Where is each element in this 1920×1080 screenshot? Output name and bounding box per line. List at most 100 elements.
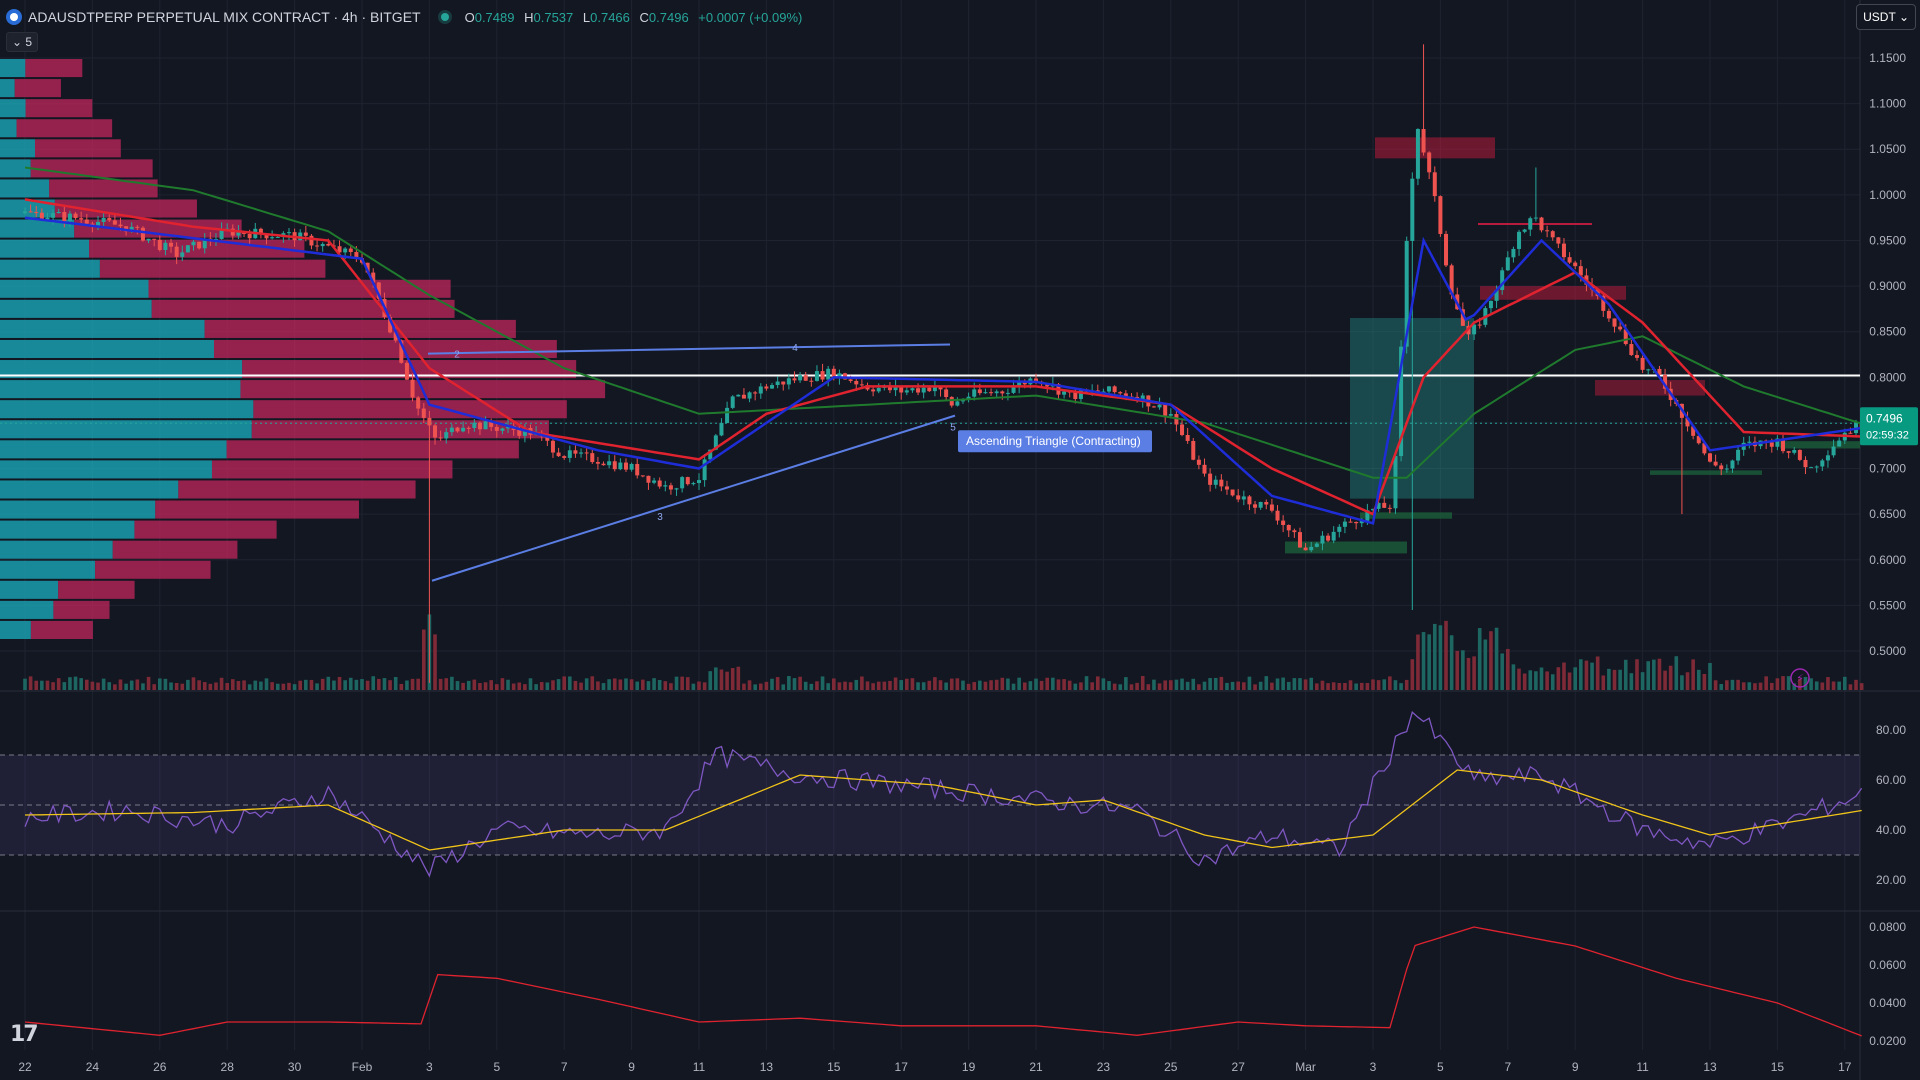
volume-profile-down-bar: [34, 139, 121, 158]
candle-body: [140, 227, 145, 241]
volume-bar: [337, 676, 342, 690]
volume-profile-up-bar: [0, 99, 26, 118]
volume-bar: [174, 682, 179, 690]
volume-bar: [1073, 683, 1078, 690]
volume-bar: [1556, 667, 1561, 690]
candle-body: [1101, 391, 1106, 393]
volume-bar: [1388, 676, 1392, 690]
volume-bar: [1034, 678, 1038, 690]
volume-profile-down-bar: [95, 560, 211, 579]
candle-body: [753, 392, 758, 394]
time-tick-label: 27: [1232, 1060, 1246, 1074]
price-tick-label: 1.0500: [1869, 142, 1906, 156]
volume-profile-up-bar: [0, 380, 241, 399]
volume-bar: [1848, 684, 1853, 690]
candle-body: [1342, 521, 1347, 527]
candle-body: [1269, 504, 1274, 511]
candle-body: [1140, 395, 1145, 401]
candle-body: [1337, 526, 1342, 532]
currency-select[interactable]: USDT ⌄: [1856, 4, 1916, 30]
candle-body: [1410, 178, 1415, 241]
candle-body: [719, 423, 724, 436]
volume-bar: [1539, 667, 1544, 690]
volume-bar: [1348, 680, 1353, 690]
candle-body: [713, 435, 718, 450]
volume-bar: [1607, 668, 1611, 690]
candle-body: [1556, 237, 1561, 244]
candle-body: [163, 242, 168, 250]
volume-profile-down-bar: [58, 580, 135, 599]
candle-body: [62, 211, 67, 221]
volume-bar: [489, 680, 493, 690]
volume-bar: [23, 678, 27, 690]
volume-bar: [51, 682, 55, 690]
volume-bar: [916, 682, 920, 690]
volume-bar: [1399, 683, 1403, 690]
symbol-title[interactable]: ADAUSDTPERP PERPETUAL MIX CONTRACT · 4h …: [28, 9, 421, 25]
candle-body: [1399, 346, 1404, 457]
tradingview-logo-icon[interactable]: 17: [10, 1022, 39, 1047]
time-tick-label: 28: [221, 1060, 235, 1074]
volume-profile-up-bar: [0, 259, 100, 278]
volume-bar: [1461, 650, 1465, 690]
volume-bar: [1253, 684, 1257, 690]
volume-bar: [832, 678, 836, 690]
volume-bar: [399, 683, 404, 690]
candle-body: [887, 385, 892, 391]
candle-body: [612, 461, 617, 470]
candle-body: [388, 316, 393, 333]
volume-bar: [56, 678, 61, 690]
volume-profile-down-bar: [226, 440, 519, 459]
candle-body: [1005, 392, 1010, 394]
volume-bar: [972, 682, 977, 690]
volume-bar: [1646, 661, 1651, 690]
triangle-upper-line: [427, 343, 951, 355]
volume-bar: [354, 679, 359, 690]
candle-body: [1348, 521, 1353, 523]
volume-bar: [534, 684, 538, 690]
volume-bar: [573, 680, 578, 690]
pattern-point-label: 5: [950, 423, 956, 434]
volume-bar: [208, 683, 213, 690]
candle-body: [438, 437, 443, 439]
candle-body: [1505, 257, 1510, 271]
volume-bar: [382, 678, 387, 690]
price-tick-label: 1.1500: [1869, 51, 1906, 65]
volume-bar: [865, 681, 870, 690]
volume-bar: [1028, 681, 1033, 690]
candle-body: [67, 213, 72, 221]
candle-body: [1696, 435, 1701, 444]
candle-body: [730, 396, 735, 408]
ohlc-readout: O0.7489 H0.7537 L0.7466 C0.7496 +0.0007 …: [465, 10, 809, 25]
alert-lightning-icon: ⚡: [1796, 672, 1804, 685]
volume-bar: [848, 682, 853, 690]
candle-body: [736, 394, 741, 397]
candle-body: [371, 272, 376, 283]
candle-body: [34, 212, 39, 214]
volume-bar: [955, 678, 960, 690]
candle-body: [1292, 530, 1297, 533]
candle-body: [1522, 229, 1527, 232]
price-tick-label: 0.7000: [1869, 462, 1906, 476]
volume-bar: [410, 678, 415, 690]
candle-body: [1371, 508, 1375, 511]
volume-bar: [697, 681, 701, 690]
candle-body: [781, 381, 786, 385]
candle-body: [1224, 486, 1229, 490]
volume-profile-up-bar: [0, 159, 31, 178]
candle-body: [455, 427, 460, 432]
candle-body: [1168, 414, 1173, 416]
candle-body: [326, 243, 331, 246]
volume-bar: [309, 679, 314, 690]
indicator-toggle-button[interactable]: ⌄ 5: [6, 32, 39, 52]
candle-body: [365, 262, 370, 273]
volume-bar: [837, 682, 842, 690]
candle-body: [921, 387, 926, 393]
volume-bar: [141, 683, 145, 690]
volume-profile-up-bar: [0, 239, 90, 258]
volume-bar: [775, 677, 780, 690]
volume-bar: [528, 678, 533, 690]
price-tick-label: 0.9500: [1869, 233, 1906, 247]
candle-body: [1606, 310, 1611, 319]
